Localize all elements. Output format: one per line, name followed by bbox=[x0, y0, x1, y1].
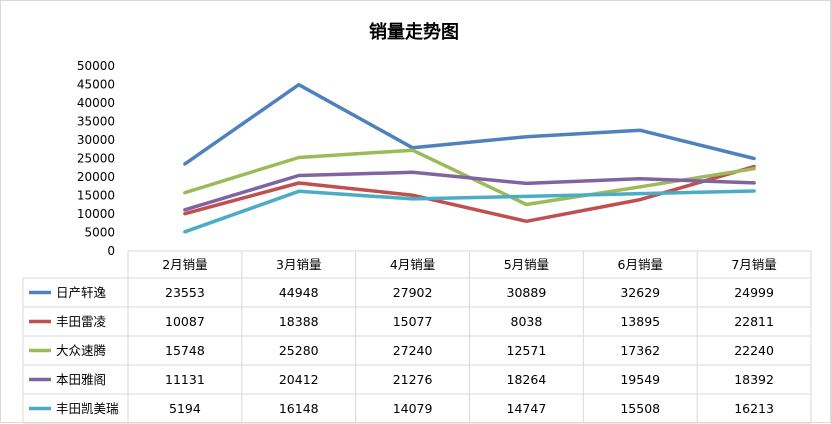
series-line bbox=[183, 189, 756, 234]
data-value-cell: 27902 bbox=[393, 285, 433, 300]
y-tick-label: 25000 bbox=[77, 152, 115, 166]
data-value-cell: 12571 bbox=[507, 343, 547, 358]
data-value-cell: 15077 bbox=[393, 314, 433, 329]
data-value-cell: 11131 bbox=[165, 372, 205, 387]
series-name-label: 日产轩逸 bbox=[56, 285, 107, 300]
series-name-label: 大众速腾 bbox=[56, 343, 107, 358]
data-value-cell: 27240 bbox=[393, 343, 433, 358]
series-lines bbox=[183, 82, 756, 234]
y-tick-label: 50000 bbox=[77, 59, 115, 73]
y-tick-label: 20000 bbox=[77, 170, 115, 184]
data-value-cell: 18264 bbox=[507, 372, 547, 387]
x-category-label: 5月销量 bbox=[504, 257, 549, 272]
data-value-cell: 13895 bbox=[620, 314, 660, 329]
y-tick-label: 10000 bbox=[77, 207, 115, 221]
series-line bbox=[183, 82, 756, 166]
y-tick-label: 15000 bbox=[77, 189, 115, 203]
data-value-cell: 21276 bbox=[393, 372, 433, 387]
data-value-cell: 22811 bbox=[734, 314, 774, 329]
data-value-cell: 20412 bbox=[279, 372, 319, 387]
data-value-cell: 14747 bbox=[507, 401, 547, 416]
series-line bbox=[183, 170, 756, 212]
chart-title: 销量走势图 bbox=[369, 21, 459, 43]
data-value-cell: 18388 bbox=[279, 314, 319, 329]
data-value-cell: 22240 bbox=[734, 343, 774, 358]
x-category-label: 3月销量 bbox=[276, 257, 321, 272]
data-value-cell: 16148 bbox=[279, 401, 319, 416]
series-name-label: 丰田凯美瑞 bbox=[56, 401, 119, 416]
x-category-label: 6月销量 bbox=[618, 257, 663, 272]
x-category-label: 2月销量 bbox=[162, 257, 207, 272]
data-value-cell: 23553 bbox=[165, 285, 205, 300]
data-value-cell: 10087 bbox=[165, 314, 205, 329]
y-axis: 0 5000 10000 15000 20000 25000 30000 35000 40000… bbox=[77, 59, 115, 258]
x-category-label: 7月销量 bbox=[731, 257, 776, 272]
y-tick-label: 45000 bbox=[77, 78, 115, 92]
data-value-cell: 15748 bbox=[165, 343, 205, 358]
y-tick-label: 0 bbox=[107, 244, 115, 258]
data-value-cell: 14079 bbox=[393, 401, 433, 416]
data-value-cell: 5194 bbox=[169, 401, 201, 416]
x-category-label: 4月销量 bbox=[390, 257, 435, 272]
data-value-cell: 25280 bbox=[279, 343, 319, 358]
y-tick-label: 5000 bbox=[84, 226, 115, 240]
data-value-cell: 16213 bbox=[734, 401, 774, 416]
series-name-label: 本田雅阁 bbox=[56, 372, 106, 387]
data-value-cell: 19549 bbox=[620, 372, 660, 387]
data-value-cell: 30889 bbox=[507, 285, 547, 300]
data-value-cell: 18392 bbox=[734, 372, 774, 387]
data-value-cell: 15508 bbox=[620, 401, 660, 416]
data-value-cell: 8038 bbox=[511, 314, 543, 329]
series-name-label: 丰田雷凌 bbox=[56, 314, 107, 329]
data-value-cell: 24999 bbox=[734, 285, 774, 300]
data-value-cell: 44948 bbox=[279, 285, 319, 300]
data-value-cell: 32629 bbox=[620, 285, 660, 300]
y-tick-label: 40000 bbox=[77, 96, 115, 110]
y-tick-label: 30000 bbox=[77, 133, 115, 147]
y-tick-label: 35000 bbox=[77, 115, 115, 129]
data-value-cell: 17362 bbox=[620, 343, 660, 358]
